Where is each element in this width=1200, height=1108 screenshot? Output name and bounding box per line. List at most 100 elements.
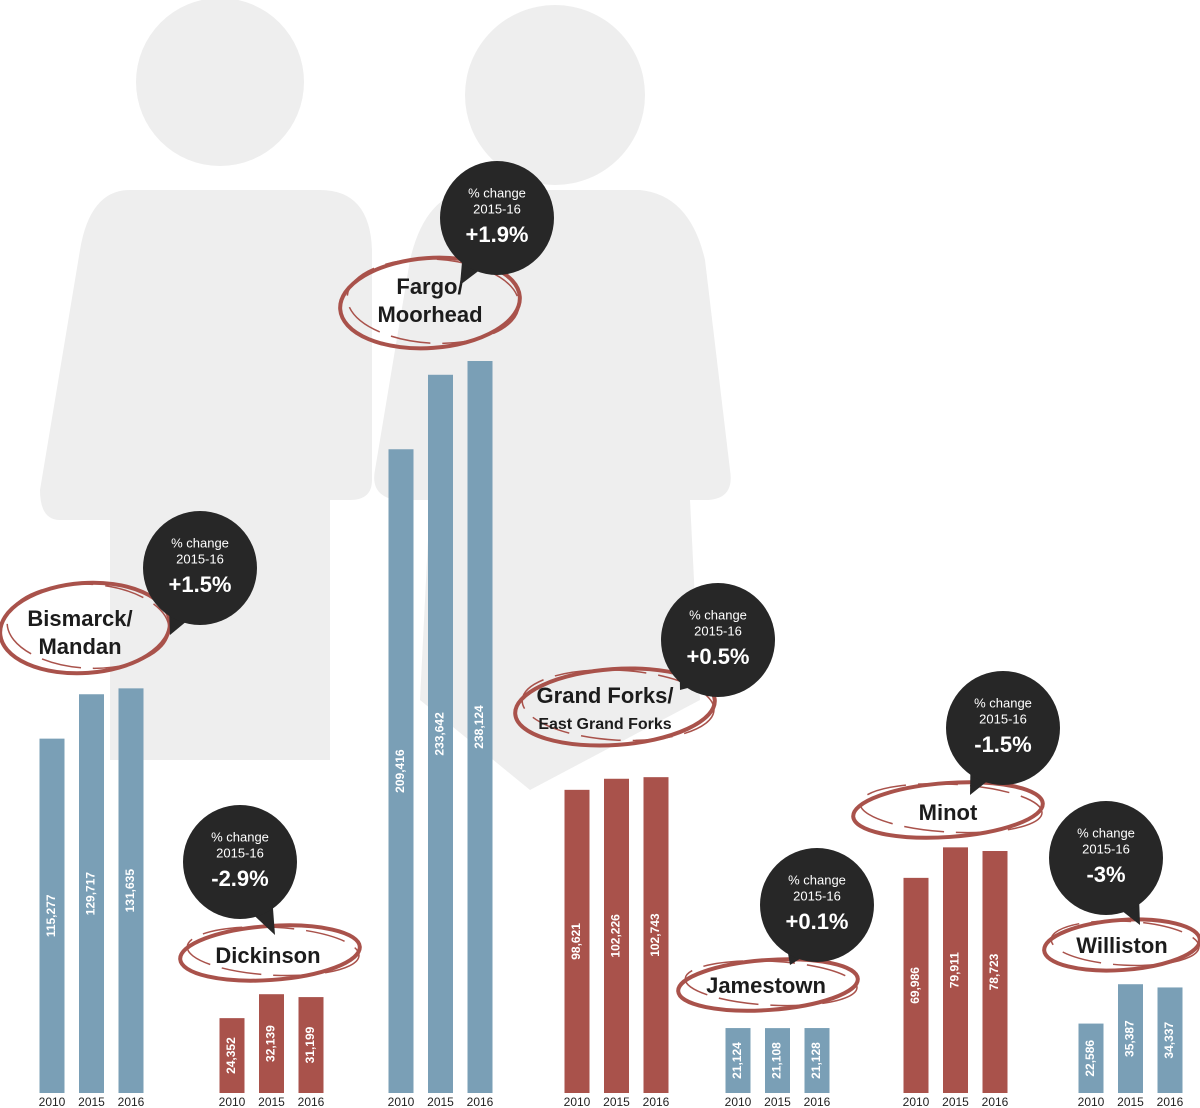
value-label: 131,635: [123, 869, 137, 913]
bar: [604, 778, 629, 1093]
bar: [1078, 1023, 1104, 1093]
bubble: [760, 848, 874, 962]
year-label: 2016: [298, 1095, 325, 1108]
value-label: 238,124: [472, 705, 486, 749]
city-name: Fargo/: [396, 274, 463, 299]
year-label: 2016: [118, 1095, 145, 1108]
bubble-label: % change: [974, 695, 1032, 710]
name-circle: [684, 959, 858, 1007]
value-label: 102,743: [648, 913, 662, 957]
value-label: 21,108: [770, 1042, 784, 1079]
name-circle: [859, 782, 1043, 834]
name-circle: [346, 258, 520, 345]
change-label: -2.9%: [211, 866, 268, 891]
bar: [39, 738, 65, 1093]
city-group: 115,277 2010 129,717 2015 131,635 2016 Bismarc…: [0, 511, 257, 1108]
name-circle: [6, 583, 170, 670]
year-label: 2016: [982, 1095, 1009, 1108]
bar: [298, 997, 324, 1093]
value-label: 21,124: [730, 1042, 744, 1079]
city-group: 69,986 2010 79,911 2015 78,723 2016 Minot % cha…: [851, 671, 1060, 1108]
year-label: 2010: [1078, 1095, 1105, 1108]
name-circle: [1050, 920, 1200, 967]
value-label: 115,277: [44, 894, 58, 937]
value-label: 69,986: [908, 967, 922, 1004]
bubble-label: 2015-16: [473, 201, 521, 216]
bar: [79, 694, 104, 1093]
bar: [467, 361, 493, 1093]
value-label: 24,352: [224, 1037, 238, 1074]
bar: [725, 1028, 751, 1093]
city-group: 209,416 2010 233,642 2015 238,124 2016 Fargo/M…: [338, 161, 554, 1108]
bar: [118, 688, 144, 1093]
city-name: Dickinson: [215, 943, 320, 968]
year-label: 2015: [764, 1095, 791, 1108]
year-label: 2015: [603, 1095, 630, 1108]
city-name: Mandan: [38, 634, 121, 659]
change-label: +1.9%: [466, 222, 529, 247]
bubble: [1049, 801, 1163, 915]
bubble-label: % change: [211, 829, 269, 844]
value-label: 79,911: [948, 952, 962, 988]
name-circle: [676, 957, 860, 1013]
silhouettes: [40, 0, 731, 790]
change-label: -1.5%: [974, 732, 1031, 757]
bubble-label: 2015-16: [1082, 841, 1130, 856]
year-label: 2010: [725, 1095, 752, 1108]
bar: [804, 1028, 830, 1093]
city-group: 21,124 2010 21,108 2015 21,128 2016 Jamestown%…: [676, 848, 874, 1108]
year-label: 2016: [467, 1095, 494, 1108]
year-label: 2015: [1117, 1095, 1144, 1108]
bubble-label: % change: [1077, 825, 1135, 840]
value-label: 98,621: [569, 923, 583, 960]
bubble-label: 2015-16: [216, 845, 264, 860]
bubble-label: 2015-16: [176, 551, 224, 566]
city-name: East Grand Forks: [538, 716, 671, 733]
value-label: 22,586: [1083, 1040, 1097, 1077]
year-label: 2010: [219, 1095, 246, 1108]
value-label: 233,642: [433, 712, 447, 756]
city-name: Moorhead: [377, 302, 482, 327]
bar: [643, 777, 669, 1093]
value-label: 209,416: [393, 749, 407, 793]
charts: 115,277 2010 129,717 2015 131,635 2016 Bismarc…: [0, 161, 1200, 1108]
year-label: 2015: [258, 1095, 285, 1108]
change-label: -3%: [1086, 862, 1125, 887]
bubble-label: % change: [468, 185, 526, 200]
bar: [219, 1018, 245, 1093]
bubble-label: 2015-16: [793, 888, 841, 903]
year-label: 2016: [643, 1095, 670, 1108]
bar: [982, 851, 1008, 1093]
city-group: 24,352 2010 32,139 2015 31,199 2016 Dickinson%…: [178, 805, 362, 1108]
bubble: [946, 671, 1060, 785]
bar: [388, 449, 414, 1093]
value-label: 129,717: [84, 872, 98, 916]
year-label: 2016: [1157, 1095, 1184, 1108]
city-name: Grand Forks/: [537, 683, 674, 708]
value-label: 31,199: [303, 1026, 317, 1063]
value-label: 32,139: [264, 1025, 278, 1062]
value-label: 35,387: [1123, 1020, 1137, 1057]
city-name: Minot: [919, 800, 978, 825]
woman-head: [465, 5, 645, 185]
city-name: Jamestown: [706, 973, 826, 998]
year-label: 2010: [388, 1095, 415, 1108]
bar: [903, 877, 929, 1093]
bubble-label: % change: [171, 535, 229, 550]
city-group: 98,621 2010 102,226 2015 102,743 2016 Grand Fo…: [513, 583, 775, 1108]
bubble-label: 2015-16: [694, 623, 742, 638]
name-circle: [513, 666, 717, 748]
change-label: +0.1%: [786, 909, 849, 934]
value-label: 21,128: [809, 1042, 823, 1079]
year-label: 2015: [427, 1095, 454, 1108]
year-label: 2010: [39, 1095, 66, 1108]
bubble: [661, 583, 775, 697]
bubble: [143, 511, 257, 625]
year-label: 2015: [78, 1095, 105, 1108]
year-label: 2010: [903, 1095, 930, 1108]
man-head: [136, 0, 304, 166]
man-body: [40, 190, 372, 760]
city-name: Bismarck/: [27, 606, 132, 631]
bar: [1157, 987, 1183, 1093]
